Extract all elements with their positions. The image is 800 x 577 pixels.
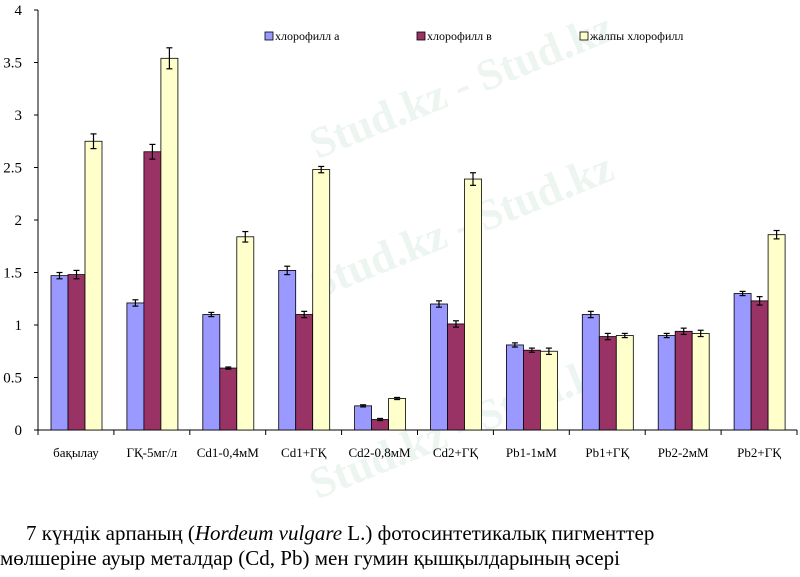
bar	[505, 344, 524, 431]
y-tick-label: 0.5	[3, 371, 22, 387]
bar	[202, 314, 221, 431]
bar	[312, 169, 331, 431]
bar	[219, 367, 238, 431]
y-tick-label: 3.5	[3, 56, 22, 72]
x-tick-label: Pb2+ГҚ	[737, 445, 781, 460]
legend-label: жалпы хлорофилл	[589, 29, 683, 43]
x-tick-label: Pb1+ГҚ	[585, 445, 629, 460]
bar	[447, 323, 465, 431]
x-tick-label: Pb1-1мМ	[506, 445, 557, 460]
y-tick-label: 2	[15, 213, 23, 229]
legend-label: хлорофилл в	[427, 29, 492, 43]
bar	[523, 349, 541, 431]
y-tick-label: 2.5	[3, 161, 22, 177]
x-tick-label: Cd1-0,4мМ	[197, 445, 259, 460]
x-tick-label: ГҚ-5мг/л	[127, 445, 178, 460]
x-tick-label: Cd1+ГҚ	[281, 445, 327, 460]
legend-label: хлорофилл а	[275, 29, 340, 43]
bar	[295, 314, 314, 431]
x-tick-label: Pb2-2мМ	[658, 445, 709, 460]
bar	[160, 57, 179, 431]
bar	[691, 332, 710, 431]
bar-chart: 0 0.5 1 1.5 2 2.5 3 3.5 4 бақылау ГҚ-5мг/л Cd1-0,4м…	[3, 3, 798, 460]
y-tick-label: 3	[15, 108, 23, 124]
y-tick-label: 4	[15, 3, 23, 19]
x-tick-label: Cd2-0,8мМ	[349, 445, 411, 460]
bar	[430, 303, 448, 431]
bar	[540, 350, 558, 431]
y-tick-label: 0	[15, 423, 23, 439]
legend-swatch	[579, 31, 589, 41]
legend-swatch	[264, 31, 274, 41]
bar	[674, 330, 693, 431]
bar	[615, 335, 634, 431]
bar	[464, 178, 482, 431]
bar	[767, 234, 786, 431]
caption-line-1: 7 күндік арпаның (Hordeum vulgare L.) фо…	[26, 521, 655, 545]
bar	[143, 151, 162, 431]
bar	[50, 275, 69, 431]
bar	[657, 335, 676, 431]
y-tick-label: 1.5	[3, 266, 22, 282]
caption-line-2: мөлшеріне ауыр металдар (Cd, Pb) мен гум…	[0, 546, 620, 570]
bar	[126, 302, 145, 431]
y-tick-label: 1	[15, 318, 23, 334]
bar	[278, 269, 297, 431]
bar	[388, 398, 407, 431]
bar	[354, 405, 373, 431]
bar	[733, 293, 752, 431]
bar	[750, 300, 769, 431]
x-tick-label: бақылау	[53, 445, 99, 460]
bar	[581, 314, 600, 431]
bar	[598, 336, 617, 431]
bar	[236, 236, 255, 431]
legend-swatch	[416, 31, 426, 41]
bar	[67, 274, 86, 431]
bar	[84, 140, 103, 431]
x-tick-label: Cd2+ГҚ	[433, 445, 479, 460]
species-name: Hordeum vulgare	[194, 521, 343, 545]
